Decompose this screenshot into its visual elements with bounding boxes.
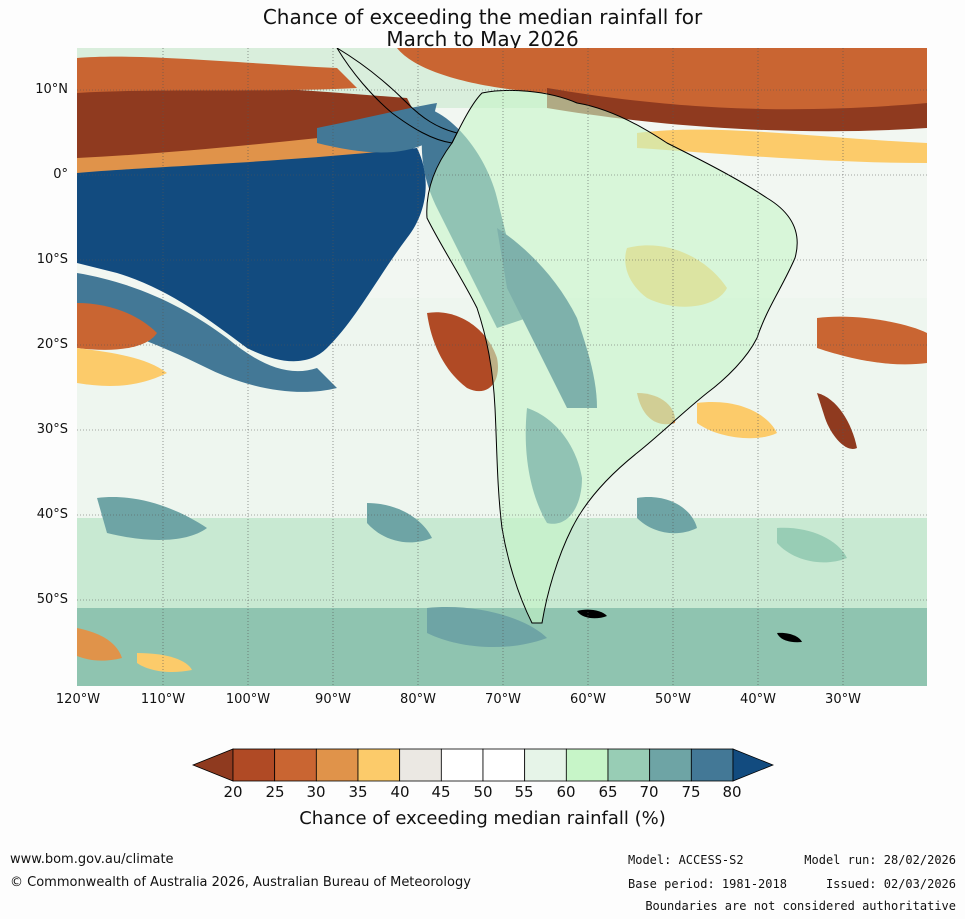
lon-tick-label: 90°W	[315, 692, 351, 707]
colorbar-cell	[524, 748, 567, 782]
colorbar-tick-label: 35	[348, 783, 368, 801]
colorbar-arrow-low	[192, 748, 234, 782]
colorbar-tick-label: 30	[306, 783, 326, 801]
lat-tick-label: 20°S	[36, 337, 68, 352]
colorbar-cell	[482, 748, 526, 782]
map-canvas	[77, 48, 927, 686]
colorbar-arrow-high	[732, 748, 774, 782]
colorbar-cell	[274, 748, 317, 782]
colorbar-title: Chance of exceeding median rainfall (%)	[299, 808, 666, 829]
lat-tick-label: 10°N	[35, 82, 68, 97]
website-link[interactable]: www.bom.gov.au/climate	[10, 852, 174, 867]
colorbar-cell	[690, 748, 734, 782]
map-title-line2: March to May 2026	[386, 27, 579, 51]
lat-tick-label: 0°	[53, 167, 68, 182]
colorbar-tick-label: 50	[473, 783, 493, 801]
boundaries-disclaimer: Boundaries are not considered authoritat…	[645, 899, 956, 913]
lat-tick-label: 30°S	[36, 422, 68, 437]
map-title-line1: Chance of exceeding the median rainfall …	[262, 5, 703, 29]
colorbar-cell	[399, 748, 442, 782]
colorbar-tick-label: 70	[639, 783, 659, 801]
colorbar-tick-label: 45	[431, 783, 451, 801]
colorbar-tick-label: 55	[514, 783, 534, 801]
model-info: Model: ACCESS-S2	[628, 853, 744, 867]
colorbar-cell	[440, 748, 484, 782]
colorbar-cell	[315, 748, 359, 782]
lon-tick-label: 60°W	[570, 692, 606, 707]
copyright-text: © Commonwealth of Australia 2026, Austra…	[10, 875, 471, 890]
lon-tick-label: 110°W	[140, 692, 186, 707]
base-period-info: Base period: 1981-2018	[628, 877, 787, 891]
colorbar-cell	[607, 748, 651, 782]
model-run-info: Model run: 28/02/2026	[804, 853, 956, 867]
lat-tick-label: 10°S	[36, 252, 68, 267]
colorbar	[192, 748, 774, 782]
colorbar-tick-label: 80	[722, 783, 742, 801]
lon-tick-label: 80°W	[400, 692, 436, 707]
colorbar-cell	[565, 748, 609, 782]
colorbar-cell	[357, 748, 401, 782]
colorbar-tick-label: 65	[598, 783, 618, 801]
colorbar-tick-label: 20	[223, 783, 243, 801]
lon-tick-label: 40°W	[740, 692, 776, 707]
lon-tick-label: 100°W	[225, 692, 271, 707]
rainfall-map	[77, 48, 927, 686]
colorbar-cell	[232, 748, 276, 782]
issued-date: Issued: 02/03/2026	[825, 877, 956, 891]
lon-tick-label: 120°W	[55, 692, 101, 707]
colorbar-cell	[649, 748, 692, 782]
colorbar-tick-label: 25	[265, 783, 285, 801]
lon-tick-label: 70°W	[485, 692, 521, 707]
lat-tick-label: 40°S	[36, 507, 68, 522]
lon-tick-label: 50°W	[655, 692, 691, 707]
lat-tick-label: 50°S	[36, 592, 68, 607]
lon-tick-label: 30°W	[825, 692, 861, 707]
colorbar-tick-label: 75	[681, 783, 701, 801]
colorbar-tick-label: 40	[390, 783, 410, 801]
colorbar-tick-label: 60	[556, 783, 576, 801]
